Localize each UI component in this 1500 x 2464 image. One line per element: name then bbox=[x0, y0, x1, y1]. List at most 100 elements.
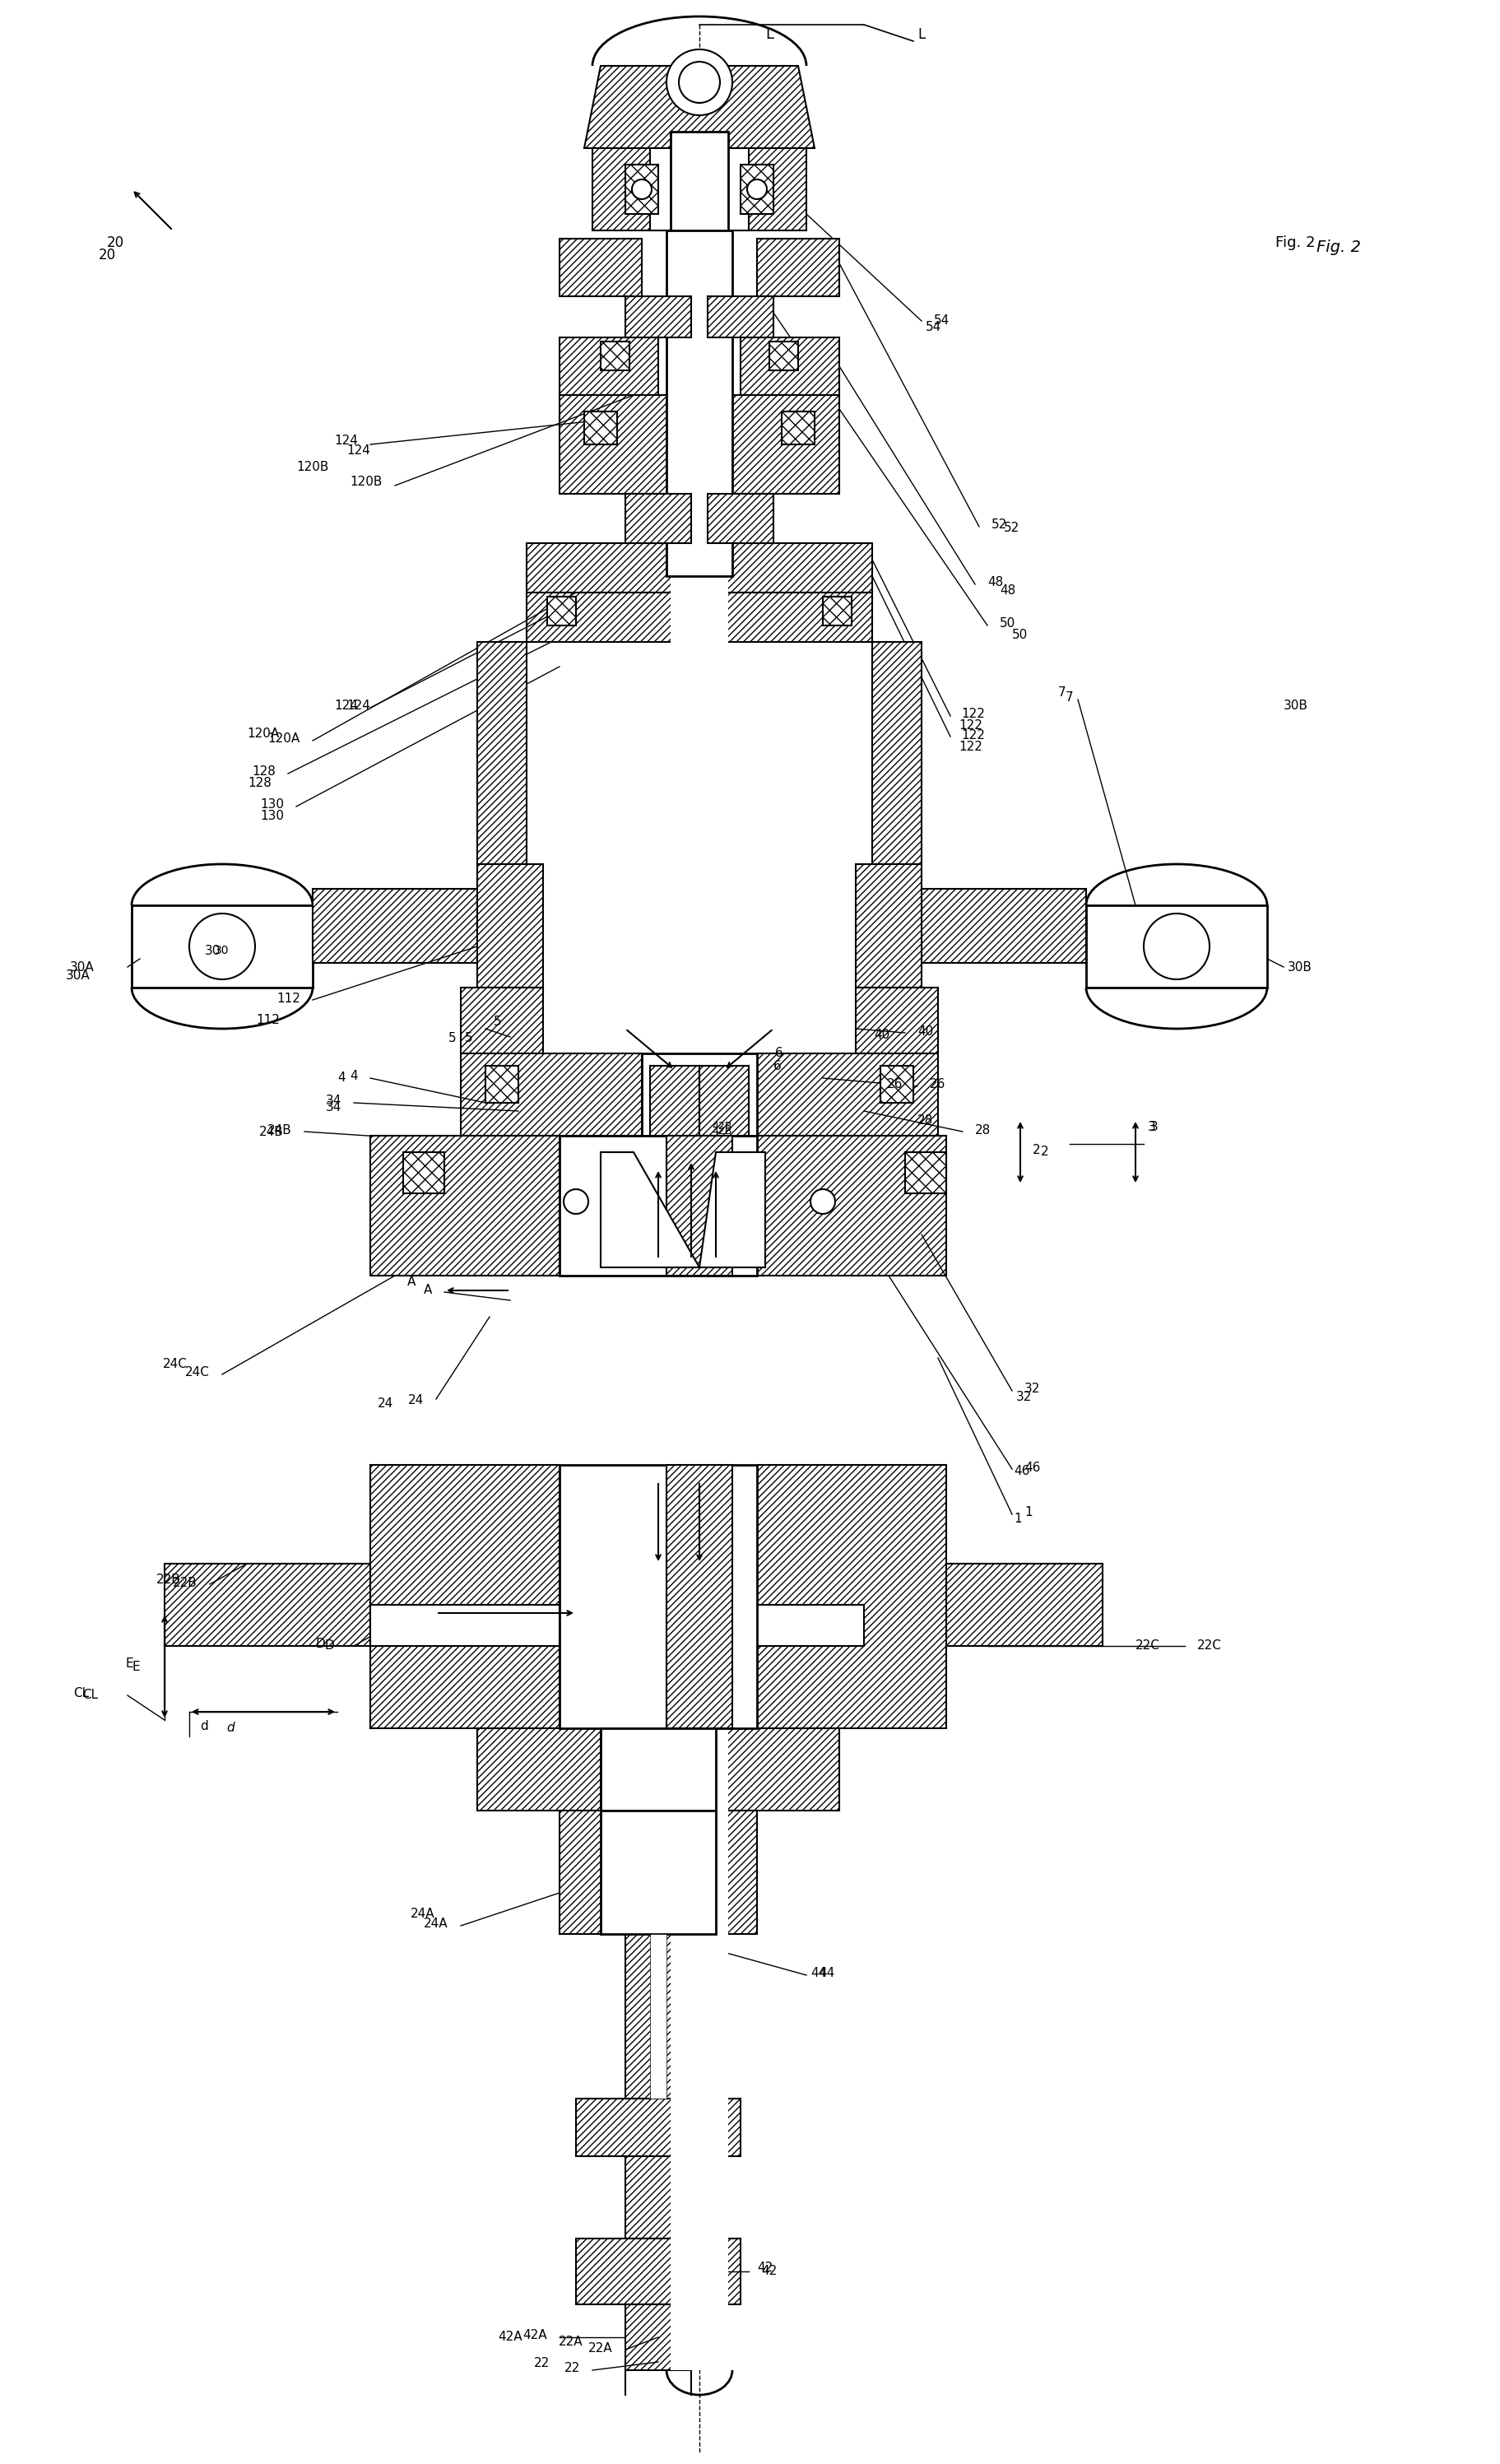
Text: 52: 52 bbox=[992, 520, 1008, 532]
Text: 48: 48 bbox=[999, 584, 1016, 596]
Polygon shape bbox=[526, 542, 692, 591]
Bar bbox=[782, 411, 814, 444]
Polygon shape bbox=[560, 338, 658, 394]
Polygon shape bbox=[477, 1727, 600, 1811]
Text: 24C: 24C bbox=[164, 1358, 188, 1370]
Text: 22C: 22C bbox=[1197, 1639, 1222, 1653]
Text: 112: 112 bbox=[276, 993, 300, 1005]
Text: 120A: 120A bbox=[268, 732, 300, 744]
Polygon shape bbox=[560, 1811, 658, 1934]
Text: 50: 50 bbox=[1013, 628, 1028, 641]
Polygon shape bbox=[1086, 904, 1268, 988]
Text: 30: 30 bbox=[204, 944, 220, 956]
Polygon shape bbox=[758, 239, 840, 296]
Bar bbox=[770, 342, 798, 370]
Text: 7: 7 bbox=[1065, 692, 1074, 705]
Text: 130: 130 bbox=[260, 798, 284, 811]
Bar bbox=[758, 1604, 864, 1646]
Text: 32: 32 bbox=[1025, 1382, 1041, 1395]
Polygon shape bbox=[758, 1055, 938, 1136]
Text: 42B: 42B bbox=[712, 1121, 732, 1131]
Text: 4: 4 bbox=[338, 1072, 345, 1084]
Text: 2: 2 bbox=[1032, 1143, 1041, 1156]
Polygon shape bbox=[708, 394, 840, 493]
Polygon shape bbox=[758, 1136, 947, 1276]
Text: 32: 32 bbox=[1016, 1392, 1032, 1404]
Polygon shape bbox=[560, 239, 642, 296]
Text: 120B: 120B bbox=[297, 461, 328, 473]
Polygon shape bbox=[370, 1136, 560, 1276]
Text: 5: 5 bbox=[494, 1015, 503, 1027]
Polygon shape bbox=[708, 493, 774, 542]
Text: 54: 54 bbox=[926, 320, 942, 333]
Text: 44: 44 bbox=[819, 1966, 834, 1979]
Polygon shape bbox=[708, 296, 774, 338]
Text: 30B: 30B bbox=[1284, 700, 1308, 712]
Polygon shape bbox=[626, 493, 692, 542]
Text: E: E bbox=[126, 1658, 134, 1671]
Bar bbox=[670, 131, 728, 2370]
Bar bbox=[642, 1055, 758, 1136]
Text: 6: 6 bbox=[776, 1047, 783, 1060]
Polygon shape bbox=[576, 2099, 741, 2156]
Polygon shape bbox=[626, 2156, 692, 2237]
Text: 42: 42 bbox=[758, 2262, 772, 2274]
Text: 22A: 22A bbox=[588, 2341, 613, 2353]
Text: CL: CL bbox=[74, 1688, 88, 1700]
Polygon shape bbox=[165, 1565, 371, 1646]
Text: 5: 5 bbox=[448, 1032, 456, 1045]
Bar bbox=[670, 131, 728, 239]
Circle shape bbox=[189, 914, 255, 978]
Bar bbox=[824, 596, 852, 626]
Text: 6: 6 bbox=[774, 1060, 782, 1072]
Text: 4: 4 bbox=[350, 1069, 358, 1082]
Text: 54: 54 bbox=[934, 315, 950, 328]
Polygon shape bbox=[370, 1466, 560, 1727]
Polygon shape bbox=[584, 67, 815, 148]
Polygon shape bbox=[855, 865, 921, 988]
Polygon shape bbox=[626, 1934, 692, 2099]
Text: 28: 28 bbox=[918, 1114, 933, 1126]
Circle shape bbox=[632, 180, 651, 200]
Polygon shape bbox=[699, 1153, 765, 1266]
Polygon shape bbox=[460, 988, 543, 1055]
Bar bbox=[600, 1811, 716, 1934]
Polygon shape bbox=[576, 2237, 741, 2304]
Polygon shape bbox=[708, 542, 871, 591]
Polygon shape bbox=[460, 1055, 642, 1136]
Bar bbox=[404, 1153, 444, 1193]
Text: CL: CL bbox=[82, 1690, 99, 1703]
Polygon shape bbox=[477, 643, 526, 865]
Text: 22A: 22A bbox=[558, 2336, 582, 2348]
Text: 20: 20 bbox=[99, 249, 116, 264]
Text: 124: 124 bbox=[334, 434, 358, 446]
Bar bbox=[560, 1136, 758, 1276]
Text: 120A: 120A bbox=[248, 727, 280, 739]
Text: 24B: 24B bbox=[267, 1124, 292, 1136]
Text: 50: 50 bbox=[999, 618, 1016, 631]
Text: 52: 52 bbox=[1004, 522, 1020, 535]
Text: 122: 122 bbox=[958, 742, 983, 754]
Circle shape bbox=[1143, 914, 1209, 978]
Text: 24C: 24C bbox=[184, 1368, 210, 1380]
Text: 42: 42 bbox=[760, 2264, 777, 2277]
Polygon shape bbox=[650, 1067, 699, 1136]
Text: 48: 48 bbox=[987, 577, 1004, 589]
Text: d: d bbox=[200, 1720, 209, 1732]
Text: 46: 46 bbox=[1025, 1461, 1041, 1473]
Text: 24A: 24A bbox=[410, 1907, 435, 1919]
Bar bbox=[626, 165, 658, 214]
Text: 42A: 42A bbox=[498, 2331, 522, 2343]
Text: A: A bbox=[406, 1276, 416, 1289]
Text: E: E bbox=[132, 1661, 140, 1673]
Text: 1: 1 bbox=[1014, 1513, 1022, 1525]
Bar bbox=[666, 232, 732, 577]
Text: 124: 124 bbox=[334, 700, 358, 712]
Bar bbox=[600, 1727, 716, 1811]
Text: 5: 5 bbox=[465, 1032, 472, 1045]
Text: 30A: 30A bbox=[66, 968, 90, 981]
Circle shape bbox=[747, 180, 767, 200]
Circle shape bbox=[680, 62, 720, 103]
Text: 3: 3 bbox=[1150, 1121, 1158, 1133]
Text: 124: 124 bbox=[346, 446, 370, 458]
